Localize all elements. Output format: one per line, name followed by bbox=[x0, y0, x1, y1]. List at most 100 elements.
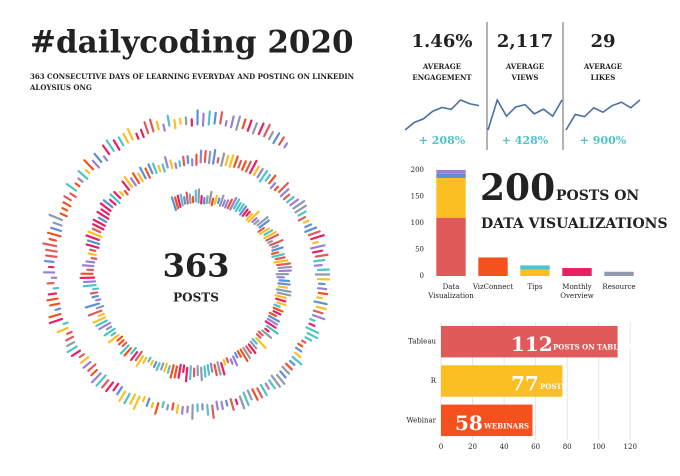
spiral-dash bbox=[129, 393, 137, 405]
spiral-dash bbox=[229, 115, 235, 129]
spiral-dash bbox=[268, 311, 278, 318]
spiral-dash bbox=[265, 233, 280, 242]
spiral-dash bbox=[267, 314, 280, 323]
spiral-dash bbox=[132, 395, 141, 411]
spiral-dash bbox=[277, 282, 291, 286]
spiral-dash bbox=[267, 130, 274, 141]
kpi-change: + 428% bbox=[502, 134, 549, 147]
spiral-dash bbox=[220, 152, 226, 167]
spiral-dash bbox=[213, 363, 218, 377]
x-tick-label: 120 bbox=[624, 443, 637, 451]
spiral-dash bbox=[251, 217, 258, 223]
spiral-dash bbox=[174, 162, 178, 170]
spiral-dash bbox=[48, 213, 64, 222]
spiral-dash bbox=[277, 285, 288, 289]
spiral-dash bbox=[310, 234, 325, 241]
spiral-dash bbox=[182, 364, 186, 373]
spiral-dash bbox=[92, 316, 107, 324]
spiral-dash bbox=[118, 190, 125, 197]
spiral-dash bbox=[95, 374, 107, 387]
sparkline bbox=[404, 99, 480, 131]
spiral-dash bbox=[116, 386, 124, 396]
spiral-dash bbox=[278, 136, 285, 146]
spiral-dash bbox=[283, 142, 289, 149]
x-tick-label: 40 bbox=[500, 443, 509, 451]
spiral-dash bbox=[272, 132, 281, 145]
spiral-dash bbox=[263, 231, 277, 240]
y-tick-label: 150 bbox=[411, 193, 424, 201]
spiral-dash bbox=[91, 295, 99, 299]
sparkline bbox=[487, 98, 563, 131]
spiral-dash bbox=[189, 365, 192, 381]
spiral-dash bbox=[166, 114, 171, 127]
spiral-dash bbox=[277, 182, 289, 194]
kpi-label: VIEWS bbox=[511, 73, 539, 82]
spiral-dash bbox=[232, 198, 241, 210]
spiral-dash bbox=[66, 330, 73, 336]
spiral-dash bbox=[188, 193, 192, 205]
spiral-dash bbox=[224, 154, 230, 167]
spiral-dash bbox=[253, 219, 260, 226]
spiral-dash bbox=[74, 182, 81, 188]
spiral-dash bbox=[176, 194, 182, 209]
spiral-dash bbox=[98, 321, 112, 331]
spiral-dash bbox=[203, 150, 207, 164]
spiral-dash bbox=[271, 253, 285, 258]
spiral-dash bbox=[234, 202, 242, 213]
spiral-dash bbox=[268, 174, 277, 185]
x-tick-label: Monthly Overview bbox=[560, 283, 594, 300]
spiral-dash bbox=[210, 197, 215, 207]
kpi-value: 29 bbox=[590, 31, 615, 52]
spiral-dash bbox=[59, 212, 68, 218]
spiral-dash bbox=[179, 193, 184, 207]
spiral-dash bbox=[258, 219, 270, 229]
spiral-dash bbox=[82, 283, 97, 288]
spiral-dash bbox=[95, 319, 109, 328]
spiral-dash bbox=[163, 362, 168, 373]
spiral-dash bbox=[91, 159, 101, 169]
x-tick-label: Tips bbox=[528, 283, 543, 291]
spiral-dash bbox=[62, 201, 72, 208]
spiral-dash bbox=[234, 398, 239, 406]
spiral-dash bbox=[103, 327, 116, 337]
spiral-dash bbox=[160, 362, 165, 371]
spiral-dash bbox=[279, 370, 287, 379]
spiral-dash bbox=[264, 173, 272, 182]
spiral-dash bbox=[273, 185, 279, 192]
spiral-dash bbox=[123, 175, 134, 189]
spiral-dash bbox=[289, 198, 300, 207]
spiral-dash bbox=[276, 373, 286, 385]
spiral-dash bbox=[85, 243, 100, 249]
spiral-dash bbox=[155, 120, 160, 131]
spiral-dash bbox=[174, 196, 180, 210]
spiral-dash bbox=[255, 337, 267, 349]
spiral-dash bbox=[183, 196, 187, 205]
spiral-dash bbox=[213, 194, 218, 205]
spiral-dash bbox=[228, 154, 235, 168]
bar-segment bbox=[562, 268, 592, 276]
kpi-label: LIKES bbox=[591, 73, 616, 82]
spiral-dash bbox=[92, 223, 105, 231]
spiral-dash bbox=[200, 194, 203, 205]
spiral-dash bbox=[42, 242, 58, 248]
spiral-dash bbox=[116, 335, 124, 342]
spiral-dash bbox=[269, 239, 284, 247]
spiral-dash bbox=[276, 291, 292, 297]
spiral-dash bbox=[82, 280, 97, 284]
spiral-dash bbox=[251, 337, 258, 345]
bar bbox=[441, 365, 563, 397]
spiral-dash bbox=[263, 229, 274, 236]
spiral-dash bbox=[97, 216, 108, 224]
spiral-dash bbox=[173, 365, 179, 379]
spiral-dash bbox=[175, 403, 180, 414]
headline-text: DATA VISUALIZATIONS bbox=[481, 216, 668, 232]
spiral-dash bbox=[224, 120, 228, 127]
spiral-dash bbox=[112, 382, 120, 392]
spiral-dash bbox=[131, 172, 141, 185]
spiral-dash bbox=[134, 350, 143, 362]
spiral-dash bbox=[241, 208, 249, 217]
kpi-change: + 208% bbox=[419, 134, 466, 147]
spiral-dash bbox=[84, 302, 100, 309]
spiral-dash bbox=[292, 199, 306, 210]
spiral-dash bbox=[226, 198, 233, 210]
